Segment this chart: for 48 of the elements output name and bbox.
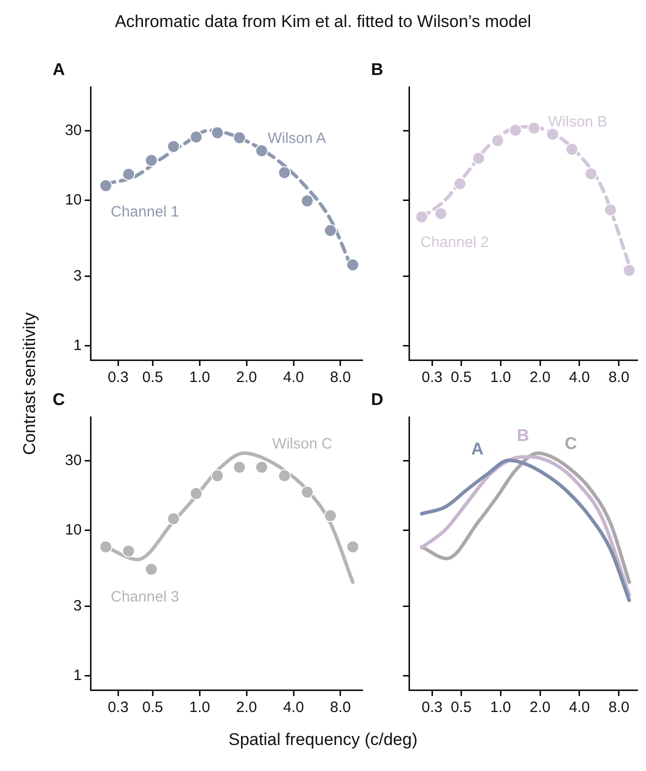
x-tick-label: 8.0 [608,699,630,716]
chart-title: C [52,390,65,409]
chart-title: B [371,60,384,79]
x-tick-label: 4.0 [569,369,590,386]
chart-title: A [52,60,65,79]
x-axis-title: Spatial frequency (c/deg) [228,730,418,750]
x-tick-label: 2.0 [530,369,550,386]
series-label: B [516,426,530,445]
x-tick-label: 2.0 [236,699,258,716]
series-label: Wilson B [548,114,608,131]
y-tick-label: 10 [64,521,82,538]
x-tick-label: 8.0 [330,699,351,716]
x-tick-label: 0.3 [422,699,442,716]
y-tick-label: 3 [73,598,82,615]
series-label: Wilson C [272,435,332,452]
x-tick-label: 1.0 [189,699,210,716]
x-tick-label: 8.0 [330,369,351,386]
x-tick-label: 0.5 [450,699,472,716]
series-label: Channel 2 [420,234,489,251]
x-tick-label: 1.0 [490,369,511,386]
x-tick-label: 0.3 [108,369,129,386]
series-label: A [471,439,484,458]
y-tick-label: 30 [64,122,82,139]
x-tick-label: 0.5 [142,369,164,386]
series-label: Channel 1 [110,204,180,221]
x-tick-label: 0.3 [108,699,129,716]
y-tick-label: 30 [64,452,82,469]
y-tick-label: 10 [64,191,82,208]
x-tick-label: 0.5 [450,369,472,386]
series-label: Channel 3 [110,588,180,606]
x-tick-label: 8.0 [608,369,630,386]
x-tick-label: 4.0 [569,699,590,716]
y-tick-label: 1 [73,667,82,684]
x-tick-label: 0.5 [142,699,164,716]
series-label: C [564,434,578,453]
y-tick-label: 1 [73,337,82,354]
x-tick-label: 4.0 [283,369,304,386]
y-axis-title: Contrast sensitivity [20,312,40,455]
chart-title: D [371,390,384,409]
x-tick-label: 2.0 [530,699,550,716]
x-tick-label: 4.0 [283,699,304,716]
x-tick-label: 0.3 [422,369,442,386]
x-tick-label: 1.0 [189,369,210,386]
series-label: Wilson A [268,130,326,148]
x-tick-label: 1.0 [490,699,511,716]
x-tick-label: 2.0 [236,369,258,386]
y-tick-label: 3 [73,268,82,285]
text: Achromatic data from Kim et al. fitted to Wilson’s model [114,12,532,32]
